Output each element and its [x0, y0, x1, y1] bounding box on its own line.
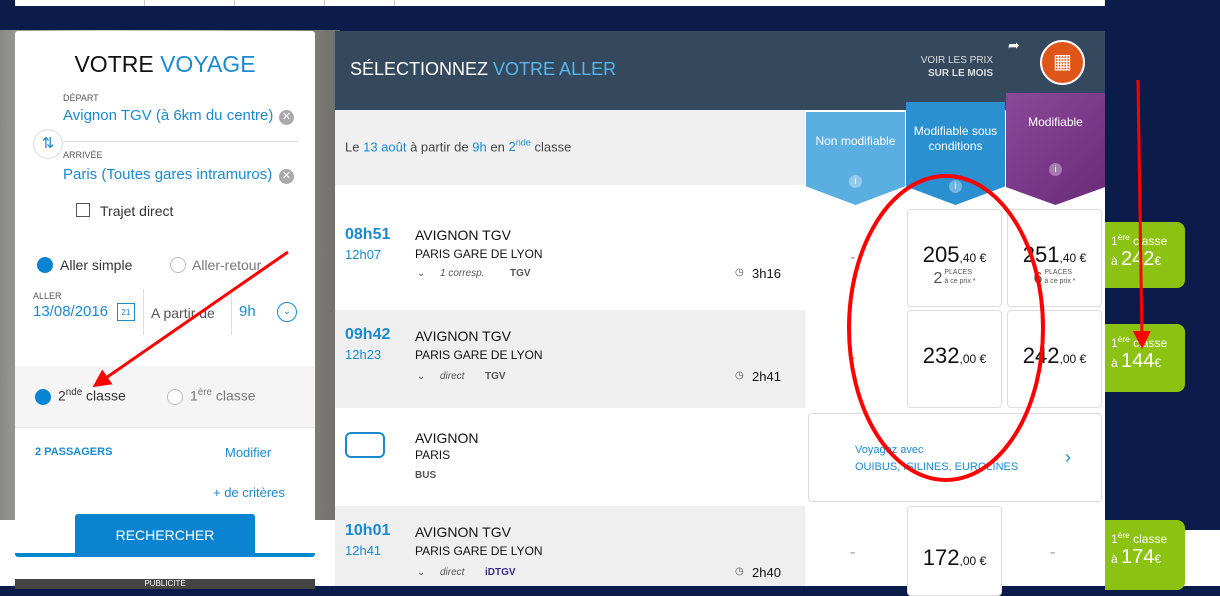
clear-icon[interactable]: ✕ [279, 110, 294, 125]
bus-row[interactable]: AVIGNON PARIS BUS [335, 408, 805, 505]
aller-retour-radio[interactable] [170, 257, 186, 273]
top-nav [15, 0, 1105, 6]
info-icon[interactable]: i [1049, 163, 1062, 176]
class-1-radio[interactable] [167, 389, 183, 405]
calendar-icon[interactable]: 21 [117, 303, 135, 321]
column-non-modifiable: Non modifiable i [806, 112, 905, 205]
arrival-input[interactable]: Paris (Toutes gares intramuros) [63, 166, 273, 183]
modify-passengers-link[interactable]: Modifier [225, 445, 272, 460]
train-row[interactable]: 08h51 12h07 AVIGNON TGV PARIS GARE DE LY… [335, 186, 805, 310]
price-option[interactable]: 242,00 € [1007, 310, 1102, 408]
price-option[interactable]: 205,40 €2 PLACES à ce prix * [907, 209, 1002, 307]
more-criteria-link[interactable]: + de critères [213, 485, 285, 500]
ad-label: PUBLICITÉ [15, 579, 315, 589]
clock-icon: ◷ [735, 370, 744, 381]
price-option[interactable]: 232,00 € [907, 310, 1002, 408]
info-icon[interactable]: i [949, 180, 962, 193]
search-panel: VOTRE VOYAGE DÉPART Avignon TGV (à 6km d… [15, 31, 315, 557]
first-class-offer[interactable]: 1ère classe à 144€ [1105, 324, 1185, 392]
expand-icon: ⌄ [417, 371, 426, 382]
train-row[interactable]: 10h01 12h41 AVIGNON TGV PARIS GARE DE LY… [335, 506, 805, 586]
swap-icon[interactable]: ⇅ [33, 129, 63, 159]
date-input[interactable]: 13/08/2016 [33, 303, 109, 320]
chevron-right-icon: › [1065, 447, 1071, 467]
bus-offer-link[interactable]: Voyagez avec OUIBUS, ISILINES, EUROLINES › [808, 413, 1102, 502]
clock-icon[interactable]: ⌄ [277, 302, 297, 322]
column-modifiable-conditions: Modifiable sous conditions i [906, 102, 1005, 205]
arrow-icon: ➦ [1008, 37, 1020, 53]
hour-select[interactable]: 9h [239, 303, 256, 320]
clock-icon: ◷ [735, 267, 744, 278]
expand-icon: ⌄ [417, 567, 426, 578]
depart-input[interactable]: Avignon TGV (à 6km du centre) [63, 107, 274, 124]
month-prices-link[interactable]: VOIR LES PRIX SUR LE MOIS [920, 55, 993, 79]
aller-simple-radio[interactable] [37, 257, 53, 273]
price-option[interactable]: 251,40 €6 PLACES à ce prix * [1007, 209, 1102, 307]
class-2-radio[interactable] [35, 389, 51, 405]
first-class-offer[interactable]: 1ère classe à 242€ [1105, 222, 1185, 288]
price-option[interactable]: 172,00 € [907, 506, 1002, 596]
search-button[interactable]: RECHERCHER [75, 514, 255, 557]
direct-checkbox[interactable] [76, 203, 90, 217]
train-row[interactable]: 09h42 12h23 AVIGNON TGV PARIS GARE DE LY… [335, 310, 805, 408]
bus-icon [345, 432, 385, 458]
info-icon[interactable]: i [849, 175, 862, 188]
results-title: SÉLECTIONNEZ VOTRE ALLER [350, 59, 617, 79]
search-summary: Le 13 août à partir de 9h en 2nde classe [335, 110, 805, 185]
clear-icon[interactable]: ✕ [279, 169, 294, 184]
first-class-offer[interactable]: 1ère classe à 174€ [1105, 520, 1185, 590]
column-modifiable: Modifiable i [1006, 93, 1105, 205]
clock-icon: ◷ [735, 566, 744, 577]
calendar-icon[interactable]: ▦ [1040, 40, 1085, 85]
results-panel: SÉLECTIONNEZ VOTRE ALLER VOIR LES PRIX SU… [335, 31, 1105, 596]
panel-title: VOTRE VOYAGE [74, 51, 256, 77]
expand-icon: ⌄ [417, 268, 426, 279]
